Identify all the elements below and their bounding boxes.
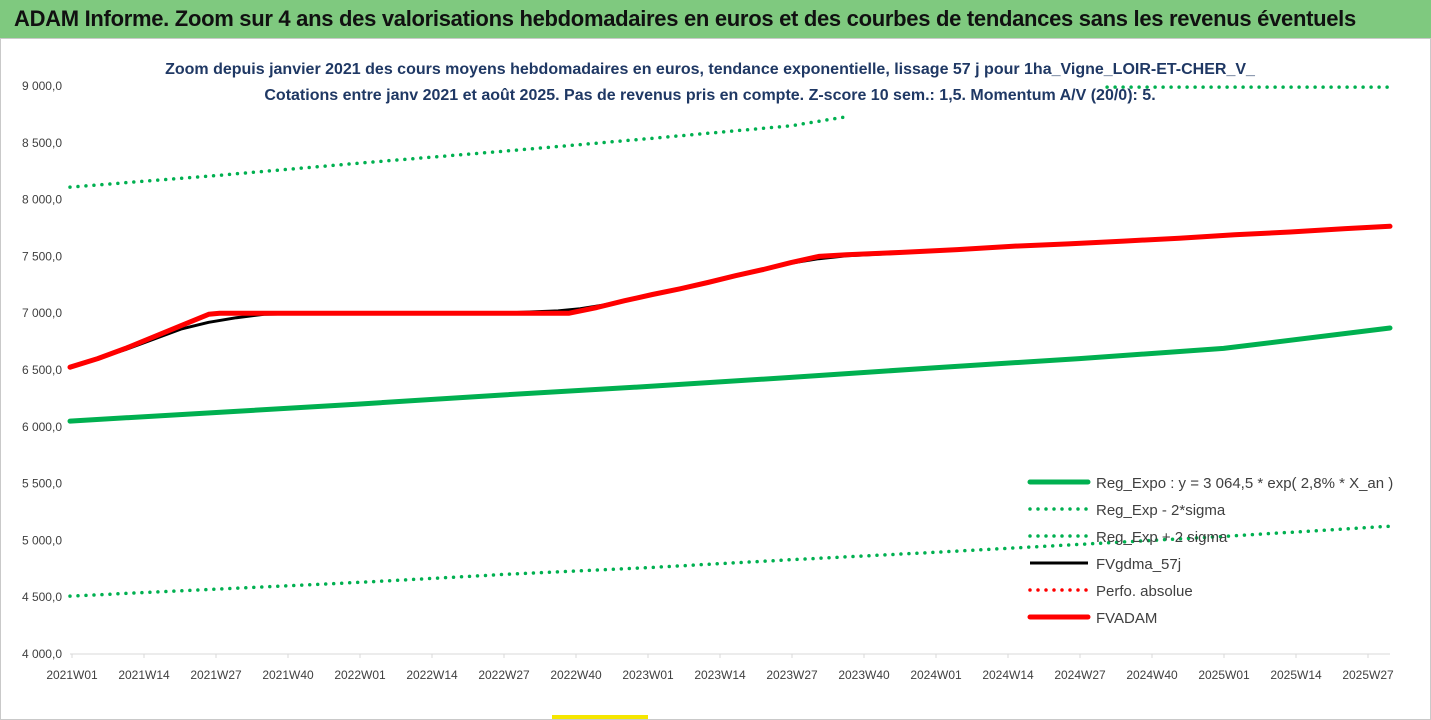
y-tick-label: 8 500,0 (22, 136, 62, 150)
y-tick-label: 4 000,0 (22, 647, 62, 661)
y-tick-label: 5 500,0 (22, 477, 62, 491)
x-tick-label: 2024W40 (1126, 668, 1178, 682)
legend-label: FVADAM (1096, 610, 1157, 627)
x-tick-label: 2022W40 (550, 668, 602, 682)
legend-label: Reg_Expo : y = 3 064,5 * exp( 2,8% * X_a… (1096, 475, 1393, 492)
x-tick-label: 2023W14 (694, 668, 746, 682)
chart-title-line-2: Cotations entre janv 2021 et août 2025. … (264, 87, 1155, 104)
legend-label: Reg_Exp + 2 sigma (1096, 529, 1228, 546)
y-tick-label: 7 000,0 (22, 306, 62, 320)
x-tick-label: 2023W40 (838, 668, 890, 682)
y-tick-label: 8 000,0 (22, 193, 62, 207)
x-tick-label: 2021W27 (190, 668, 242, 682)
x-tick-label: 2021W40 (262, 668, 314, 682)
x-tick-label: 2021W01 (46, 668, 98, 682)
x-tick-label: 2022W01 (334, 668, 386, 682)
y-tick-label: 9 000,0 (22, 79, 62, 93)
y-tick-label: 6 500,0 (22, 363, 62, 377)
x-tick-label: 2023W27 (766, 668, 818, 682)
series-layer (67, 85, 1393, 598)
y-tick-label: 5 000,0 (22, 533, 62, 547)
chart-title-group: Zoom depuis janvier 2021 des cours moyen… (165, 61, 1256, 104)
x-tick-label: 2021W14 (118, 668, 170, 682)
y-tick-label: 4 500,0 (22, 590, 62, 604)
bottom-highlight-mark (552, 715, 648, 719)
x-tick-label: 2022W14 (406, 668, 458, 682)
legend-label: Perfo. absolue (1096, 583, 1193, 600)
x-tick-label: 2022W27 (478, 668, 530, 682)
chart-title-line-1: Zoom depuis janvier 2021 des cours moyen… (165, 61, 1256, 78)
y-tick-label: 6 000,0 (22, 420, 62, 434)
legend-label: Reg_Exp - 2*sigma (1096, 502, 1226, 519)
x-tick-label: 2025W14 (1270, 668, 1322, 682)
y-tick-label: 7 500,0 (22, 249, 62, 263)
series-line-0 (67, 325, 1393, 424)
report-title: ADAM Informe. Zoom sur 4 ans des valoris… (14, 6, 1356, 31)
trend-chart: Zoom depuis janvier 2021 des cours moyen… (22, 61, 1394, 682)
axes: 4 000,0 4 500,0 5 000,0 5 500,0 6 000,0 6 500… (22, 79, 1394, 682)
series-line-3 (69, 224, 1391, 369)
legend: Reg_Expo : y = 3 064,5 * exp( 2,8% * X_a… (1027, 475, 1393, 627)
series-line-5 (67, 223, 1393, 370)
series-line-2 (68, 114, 849, 189)
x-tick-label: 2025W01 (1198, 668, 1250, 682)
x-tick-label: 2024W27 (1054, 668, 1106, 682)
x-tick-label: 2023W01 (622, 668, 674, 682)
x-tick-label: 2024W14 (982, 668, 1034, 682)
x-tick-label: 2024W01 (910, 668, 962, 682)
report-banner: ADAM Informe. Zoom sur 4 ans des valoris… (0, 0, 1431, 39)
series-line-1 (68, 524, 1392, 598)
legend-label: FVgdma_57j (1096, 556, 1181, 573)
x-tick-label: 2025W27 (1342, 668, 1394, 682)
